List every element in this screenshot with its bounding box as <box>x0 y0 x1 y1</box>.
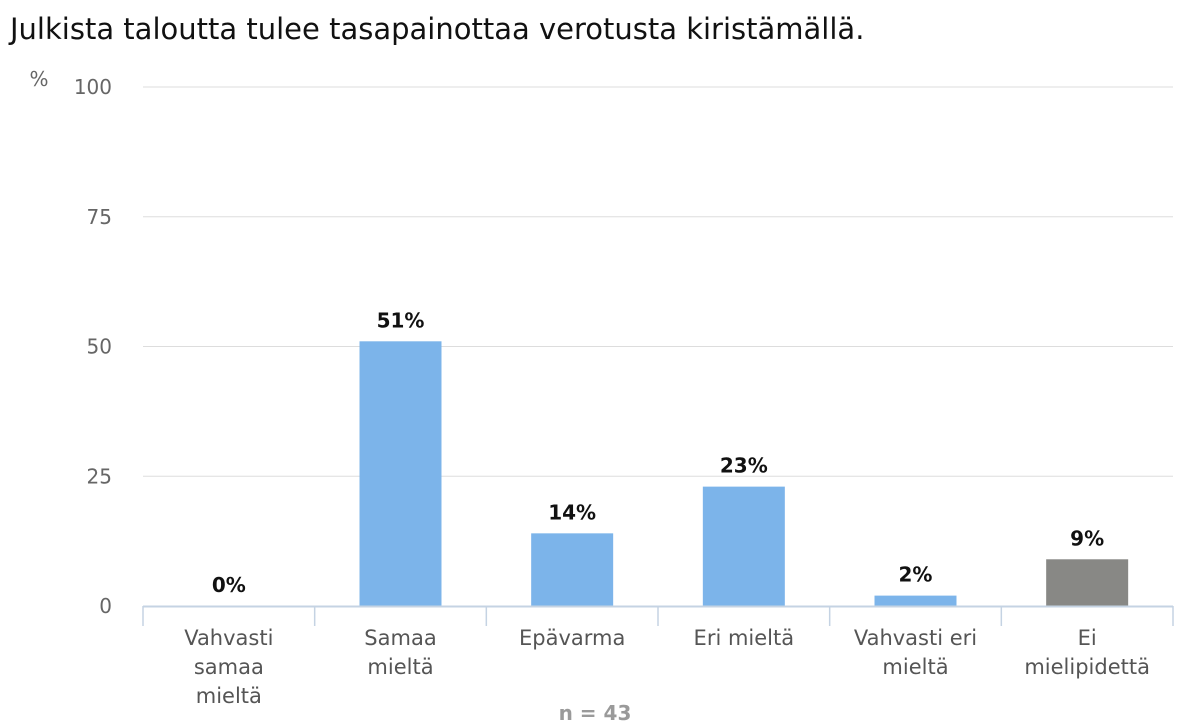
x-tick-label: Samaa mieltä <box>364 626 436 679</box>
data-label: 9% <box>1070 526 1104 550</box>
y-tick-label: 0 <box>99 594 112 618</box>
y-tick-label: 100 <box>74 75 112 99</box>
y-tick-label: 50 <box>87 335 112 359</box>
data-label: 14% <box>548 500 596 524</box>
x-tick-label: Eri mieltä <box>694 626 795 650</box>
x-tick-label: Epävarma <box>519 626 625 650</box>
chart-title: Julkista taloutta tulee tasapainottaa ve… <box>10 12 865 46</box>
x-tick-label: Vahvasti eri mieltä <box>854 626 977 679</box>
data-label: 0% <box>212 573 246 597</box>
bar <box>874 595 957 606</box>
bar <box>531 533 614 606</box>
data-label: 23% <box>720 454 768 478</box>
bar <box>359 341 442 606</box>
x-tick-label: Ei mielipidettä <box>1024 626 1150 679</box>
data-label: 2% <box>899 563 933 587</box>
bar <box>1046 559 1129 606</box>
y-tick-label: 75 <box>87 205 112 229</box>
sample-size-note: n = 43 <box>559 701 632 724</box>
y-axis-unit: % <box>29 67 48 91</box>
data-label: 51% <box>377 308 425 332</box>
bar <box>702 486 785 606</box>
x-tick-label: Vahvasti samaa mieltä <box>184 626 273 708</box>
y-tick-label: 25 <box>87 464 112 488</box>
